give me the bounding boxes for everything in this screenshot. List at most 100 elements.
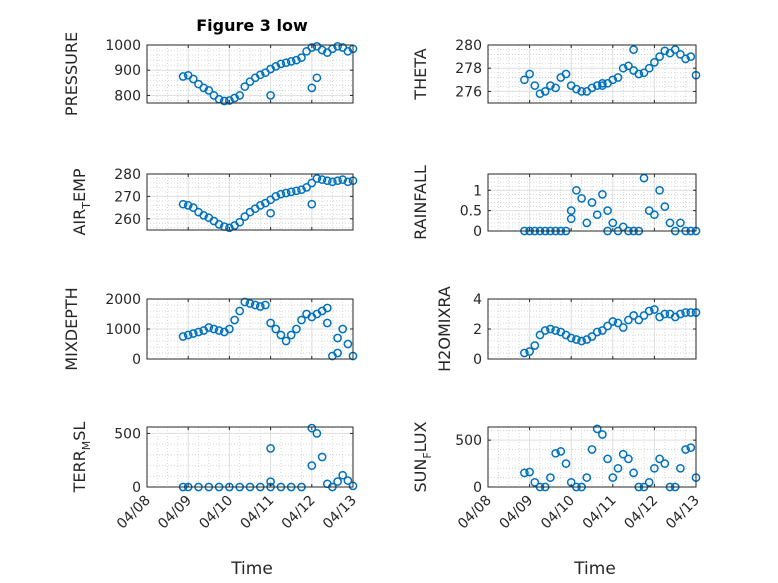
data-point	[204, 323, 214, 332]
data-point	[676, 218, 685, 228]
data-point	[307, 43, 317, 52]
y-axis-label: SUNFLUX	[411, 421, 434, 492]
data-point	[546, 473, 555, 482]
data-point	[592, 327, 602, 337]
data-point	[598, 430, 607, 439]
grid	[487, 298, 697, 360]
data-point	[644, 477, 654, 487]
data-point	[561, 459, 571, 468]
data-point	[587, 332, 597, 341]
panel-theta: 276 278 280 THETA	[411, 38, 701, 104]
panel-terr-msl: 04/08 04/09 04/10 04/11 04/12 04/13 0 500 TERRMS…	[70, 422, 360, 533]
data-point	[650, 305, 659, 314]
data-point	[240, 297, 250, 307]
y-axis-label: H2OMIXRA	[435, 286, 454, 372]
data-point	[322, 318, 332, 328]
data-point	[670, 45, 680, 54]
y-tick-label: 0	[132, 480, 141, 496]
data-point	[266, 91, 275, 100]
data-point	[333, 348, 342, 358]
data-point	[292, 324, 301, 334]
data-point	[577, 87, 586, 96]
data-point	[676, 49, 685, 59]
data-point	[188, 203, 198, 212]
axes-box	[146, 426, 354, 488]
series-markers	[520, 45, 701, 99]
axes-box	[487, 173, 697, 232]
data-point	[245, 299, 255, 308]
data-point	[624, 61, 633, 71]
data-point	[551, 448, 560, 458]
data-point	[338, 470, 348, 480]
data-point	[660, 309, 670, 319]
y-tick-label: 800	[114, 88, 141, 104]
x-tick-label: 04/08	[455, 493, 495, 533]
data-point	[587, 445, 597, 454]
series-markers	[520, 305, 701, 358]
data-point	[540, 326, 550, 335]
data-point	[178, 72, 188, 81]
data-point	[566, 333, 576, 343]
data-point	[644, 306, 654, 316]
data-point	[178, 199, 188, 209]
data-point	[520, 468, 529, 478]
data-point	[286, 187, 296, 197]
data-point	[598, 190, 607, 199]
data-point	[333, 176, 342, 186]
data-point	[276, 59, 286, 69]
data-point	[681, 445, 690, 454]
data-point	[271, 62, 281, 71]
data-point	[650, 58, 659, 67]
data-point	[629, 311, 638, 320]
series-markers	[178, 41, 358, 106]
data-point	[613, 73, 623, 82]
data-point	[686, 308, 696, 317]
grid	[146, 427, 354, 488]
data-point	[686, 443, 696, 452]
data-point	[618, 63, 628, 73]
x-tick-label: 04/10	[196, 493, 236, 533]
data-point	[546, 324, 555, 334]
y-axis-label: MIXDEPTH	[62, 287, 81, 370]
data-point	[644, 63, 654, 73]
data-point	[592, 210, 602, 220]
data-point	[530, 341, 540, 350]
data-point	[183, 330, 193, 340]
data-point	[603, 206, 612, 215]
data-point	[566, 206, 576, 215]
x-tick-label: 04/09	[497, 493, 537, 533]
data-point	[333, 333, 342, 343]
data-point	[624, 315, 633, 325]
data-point	[618, 222, 628, 232]
data-point	[639, 311, 649, 320]
data-point	[297, 53, 306, 62]
y-tick-label: 4	[473, 292, 482, 308]
data-point	[639, 68, 649, 78]
data-point	[178, 332, 188, 341]
data-point	[261, 300, 270, 310]
data-point	[665, 218, 675, 228]
panel-h2omixra: 0 2 4 H2OMIXRA	[435, 286, 701, 372]
data-point	[587, 198, 597, 207]
data-point	[322, 176, 332, 186]
y-axis-label: RAINFALL	[411, 165, 430, 240]
data-point	[566, 214, 576, 224]
data-point	[307, 461, 317, 470]
x-tick-label: 04/12	[279, 493, 319, 533]
data-point	[302, 183, 311, 192]
y-tick-label: 0.5	[460, 204, 482, 220]
data-point	[546, 81, 555, 90]
data-point	[235, 306, 245, 316]
axes-box	[146, 44, 354, 104]
data-point	[598, 326, 607, 335]
data-point	[271, 192, 281, 201]
y-tick-label: 0	[132, 352, 141, 368]
x-tick-label: 04/11	[238, 493, 278, 533]
data-point	[343, 339, 353, 349]
data-point	[535, 330, 545, 340]
y-axis-label: THETA	[411, 48, 430, 100]
data-point	[561, 69, 571, 79]
data-point	[297, 315, 306, 325]
data-point	[608, 473, 618, 482]
